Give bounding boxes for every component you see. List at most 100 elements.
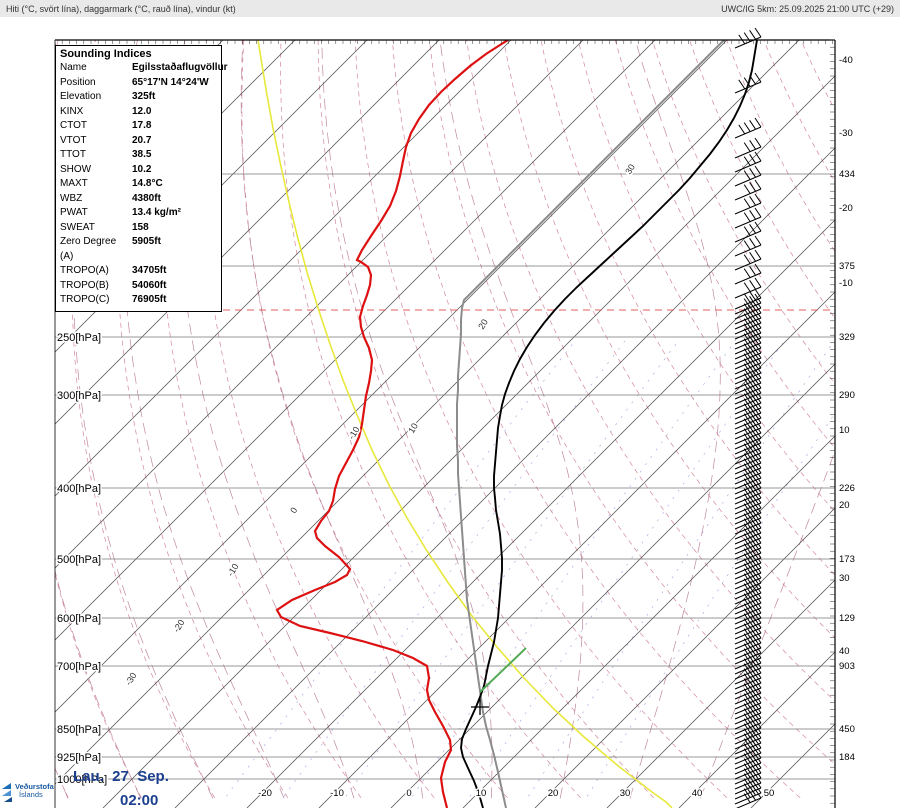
sounding-indices-box: Sounding Indices Name Egilsstaðaflugvöllu… (55, 45, 228, 312)
indices-row: Position 65°17'N 14°24'W (60, 76, 219, 91)
indices-row-label: SWEAT (60, 221, 95, 233)
indices-row: SHOW 10.2 (60, 163, 219, 178)
bottom-temp-label: 50 (764, 788, 775, 799)
indices-row-value: 20.7 (132, 134, 152, 146)
wind-barb (734, 117, 762, 139)
dewpoint-curve (275, 40, 509, 808)
right-temp-label: 30 (839, 573, 850, 584)
adiabat-label: -20 (171, 618, 186, 634)
indices-rows: Name Egilsstaðaflugvöllur Position 65°17'N … (60, 61, 228, 308)
bottom-temp-label: -20 (258, 788, 272, 799)
footer-time: 02:00 (120, 792, 159, 809)
indices-row-value: 76905ft (132, 294, 167, 305)
pressure-label: 1000[hPa] (57, 774, 107, 786)
wind-barb (734, 548, 762, 570)
wind-barb-column (734, 27, 762, 808)
indices-row-value: 158 (132, 221, 149, 233)
yellow-reference-curve (257, 40, 673, 808)
adiabat-label: -10 (225, 562, 240, 578)
wind-barb (734, 428, 762, 450)
adiabat-label: 20 (476, 317, 490, 331)
wind-barb (734, 558, 762, 580)
height-label: 173 (839, 554, 855, 565)
wind-barb (734, 207, 762, 229)
wind-barb (734, 235, 762, 257)
bottom-temp-label: 10 (476, 788, 487, 799)
indices-row: Name Egilsstaðaflugvöllur (60, 61, 228, 76)
indices-row-label: CTOT (60, 120, 88, 131)
indices-row: CTOT 17.8 (60, 119, 219, 134)
height-label: 226 (839, 483, 855, 494)
right-temp-label: -40 (839, 55, 853, 66)
vedurstofa-logo: Veðurstofa Íslands (2, 783, 54, 803)
temperature-curve (460, 40, 758, 808)
adiabat-label: 10 (406, 421, 420, 435)
pressure-label: 700[hPa] (57, 661, 101, 673)
pressure-label: 400[hPa] (57, 483, 101, 495)
indices-row: TTOT 38.5 (60, 148, 219, 163)
lcl-marker (471, 699, 489, 715)
sounding-curves (257, 40, 758, 808)
indices-row-value: 5905ft (132, 236, 161, 247)
height-label: 329 (839, 332, 855, 343)
wind-barb (734, 193, 762, 215)
wind-barb (734, 703, 762, 725)
bottom-temp-label: 20 (548, 788, 559, 799)
indices-row-value: 38.5 (132, 149, 152, 160)
height-label: 290 (839, 390, 855, 401)
right-temp-label: -30 (839, 128, 853, 139)
topbar-right-label: UWC/IG 5km: 25.09.2025 21:00 UTC (+29) (721, 3, 894, 14)
wind-barb (734, 27, 762, 49)
indices-row-label: MAXT (60, 178, 88, 189)
indices-row-label: Position (60, 76, 96, 88)
wind-barb (734, 151, 762, 173)
indices-row-value: 54060ft (132, 279, 167, 291)
wind-barb (734, 165, 762, 187)
indices-row-label: Elevation (60, 91, 102, 102)
wind-barb (734, 393, 762, 415)
indices-row: KINX 12.0 (60, 105, 219, 120)
indices-row-value: 4380ft (132, 192, 161, 204)
pressure-label: 500[hPa] (57, 554, 101, 566)
pressure-label: 250[hPa] (57, 332, 101, 344)
chart-background-grid (55, 40, 835, 808)
indices-row-value: 325ft (132, 91, 156, 102)
wind-barb (734, 137, 762, 159)
green-segment (479, 647, 527, 693)
wind-barb (734, 293, 762, 315)
right-temp-label: -20 (839, 203, 853, 214)
height-label: 903 (839, 661, 855, 672)
wind-barb (734, 249, 762, 271)
isotherm-grid (55, 40, 835, 808)
moist-adiabats (55, 40, 835, 799)
wind-barb (734, 598, 762, 620)
indices-row: Elevation 325ft (60, 90, 219, 105)
indices-row: TROPO(A) 34705ft (60, 264, 219, 279)
wind-barb (734, 458, 762, 480)
indices-row-label: Name (60, 62, 87, 73)
pressure-label: 300[hPa] (57, 390, 101, 402)
vedurstofa-logo-icon (2, 783, 12, 802)
topbar-left-label: Hiti (°C, svört lína), daggarmark (°C, r… (6, 3, 236, 14)
indices-title: Sounding Indices (60, 48, 152, 60)
indices-row-label: TROPO(A) (60, 265, 109, 276)
indices-row-value: Egilsstaðaflugvöllur (132, 62, 228, 73)
height-label: 375 (839, 261, 855, 272)
height-label: 434 (839, 169, 855, 180)
bottom-temp-label: -10 (330, 788, 344, 799)
adiabat-label: -30 (123, 671, 138, 687)
bottom-temp-label: 40 (692, 788, 703, 799)
wind-barb (734, 648, 762, 670)
indices-row: TROPO(C) 76905ft (60, 293, 219, 308)
logo-text-line1: Veðurstofa (15, 782, 54, 791)
wind-barb (734, 179, 762, 201)
pressure-label: 925[hPa] (57, 752, 101, 764)
isobar-lines (55, 173, 835, 780)
indices-row-label: TROPO(C) (60, 294, 110, 305)
indices-row-value: 34705ft (132, 265, 167, 276)
wind-barb (734, 263, 762, 285)
height-label: 450 (839, 724, 855, 735)
indices-row-value: 12.0 (132, 105, 152, 117)
indices-row-label: SHOW (60, 163, 92, 175)
